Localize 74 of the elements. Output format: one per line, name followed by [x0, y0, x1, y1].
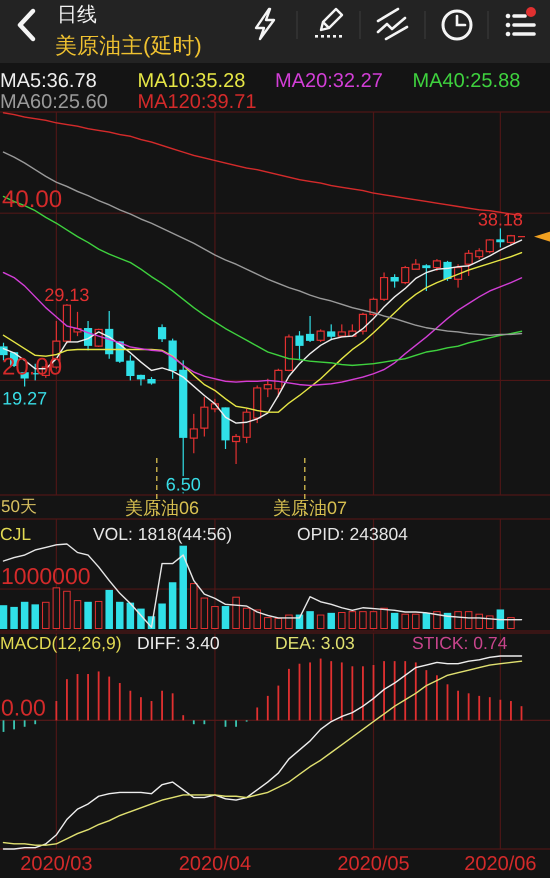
text: DIFF: 3.40: [137, 633, 220, 653]
text: STICK: 0.74: [412, 633, 508, 653]
bar: [380, 608, 388, 629]
text: DEA: 3.03: [275, 633, 355, 653]
bar: [274, 618, 282, 629]
bar: [464, 611, 472, 629]
annotation: 19.27: [2, 388, 48, 409]
bar: [105, 590, 113, 629]
bar: [338, 612, 346, 629]
text: VOL: 1818(44:56): [93, 524, 232, 544]
bar: [253, 609, 261, 629]
bar: [306, 611, 314, 629]
x-tick-label: 美原油07: [273, 498, 348, 518]
bar: [296, 614, 304, 629]
bar: [168, 582, 176, 629]
bar: [63, 590, 71, 629]
bar: [116, 602, 124, 629]
bar: [74, 600, 82, 629]
bar: [454, 611, 462, 629]
bar: [370, 611, 378, 629]
bar: [264, 617, 272, 629]
bar: [52, 587, 60, 629]
x-tick-label: 2020/06: [464, 853, 537, 875]
bar: [348, 611, 356, 629]
bar: [412, 614, 420, 629]
text: MA20:32.27: [275, 70, 383, 92]
annotation: 1000000: [1, 563, 91, 590]
bar: [496, 609, 504, 629]
x-tick-label: 2020/03: [20, 853, 93, 875]
bar: [20, 602, 28, 629]
bar: [327, 612, 335, 629]
bar: [158, 604, 166, 629]
bar: [316, 614, 324, 629]
text: 50天: [1, 496, 37, 516]
text: OPID: 243804: [297, 524, 408, 544]
chart-title: CJL: [0, 524, 32, 544]
annotation: 29.13: [44, 285, 90, 306]
ref-line-label: 0.00: [1, 694, 46, 720]
bar: [94, 600, 102, 629]
chart-subtitle: 美原油主(延时): [55, 32, 202, 58]
bar: [242, 608, 250, 629]
x-tick-label: 美原油06: [125, 498, 200, 518]
annotation: 38.18: [478, 209, 523, 230]
bar: [444, 612, 452, 629]
chart-title: 日线: [57, 4, 97, 26]
y-tick-label: 40.00: [2, 186, 62, 213]
bar: [285, 614, 293, 629]
text: MA40:25.88: [412, 70, 520, 92]
x-tick-label: 2020/05: [337, 853, 410, 875]
chart-title: MACD(12,26,9): [0, 633, 122, 653]
bar: [422, 612, 430, 629]
bar: [126, 602, 134, 629]
bar: [10, 606, 18, 629]
bar: [390, 612, 398, 629]
bar: [433, 611, 441, 629]
bar: [31, 604, 39, 629]
series-label: MA120:39.71: [138, 91, 256, 113]
bar: [401, 614, 409, 629]
bar: [137, 608, 145, 629]
bar: [190, 583, 198, 629]
bar: [222, 606, 230, 629]
bar: [0, 605, 8, 629]
series-label: MA60:25.60: [0, 91, 108, 113]
bar: [42, 602, 50, 629]
bar: [232, 596, 240, 629]
bar: [475, 614, 483, 629]
bar: [211, 606, 219, 629]
bar: [359, 611, 367, 629]
bar: [200, 598, 208, 629]
bar: [84, 602, 92, 629]
text: MA10:35.28: [138, 70, 246, 92]
x-tick-label: 2020/04: [178, 853, 252, 875]
bar: [179, 546, 187, 629]
text: MA5:36.78: [0, 70, 97, 92]
